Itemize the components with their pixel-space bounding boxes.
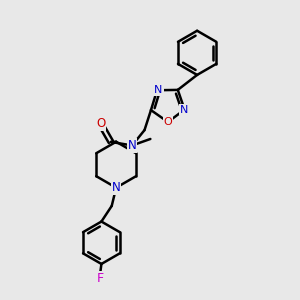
Text: N: N xyxy=(128,139,136,152)
Text: N: N xyxy=(154,85,163,95)
Text: F: F xyxy=(96,272,103,285)
Text: N: N xyxy=(112,181,121,194)
Text: O: O xyxy=(96,117,105,130)
Text: N: N xyxy=(180,104,189,115)
Text: O: O xyxy=(164,117,172,127)
